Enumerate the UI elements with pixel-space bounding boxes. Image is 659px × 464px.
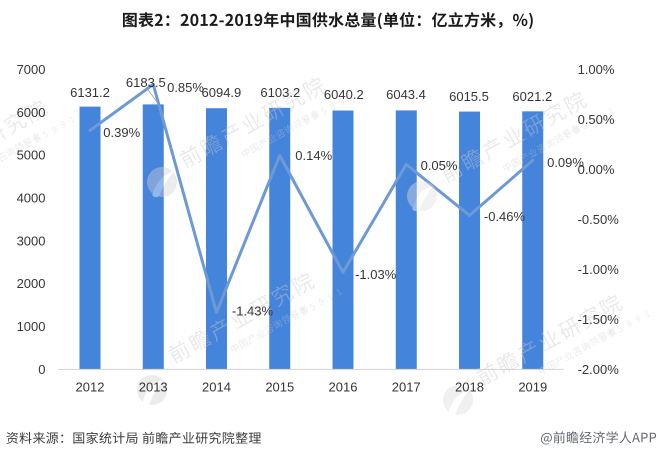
svg-text:6103.2: 6103.2 [260, 85, 300, 100]
svg-text:2019: 2019 [518, 380, 547, 395]
svg-text:0.39%: 0.39% [103, 125, 140, 140]
svg-text:4000: 4000 [17, 191, 46, 206]
svg-text:0.85%: 0.85% [167, 80, 204, 95]
svg-text:-0.50%: -0.50% [578, 212, 620, 227]
svg-text:2015: 2015 [265, 380, 294, 395]
svg-text:2017: 2017 [392, 380, 421, 395]
svg-text:7000: 7000 [17, 62, 46, 77]
svg-text:0.05%: 0.05% [421, 158, 458, 173]
svg-text:3000: 3000 [17, 233, 46, 248]
svg-text:6021.2: 6021.2 [512, 89, 552, 104]
svg-text:2012: 2012 [76, 380, 105, 395]
svg-text:2016: 2016 [329, 380, 358, 395]
svg-text:-1.03%: -1.03% [355, 267, 397, 282]
svg-text:2013: 2013 [139, 380, 168, 395]
svg-text:6000: 6000 [17, 105, 46, 120]
svg-text:-1.00%: -1.00% [578, 262, 620, 277]
svg-text:6043.4: 6043.4 [386, 87, 426, 102]
svg-text:6131.2: 6131.2 [70, 85, 110, 100]
svg-text:0.00%: 0.00% [578, 162, 615, 177]
svg-text:6183.5: 6183.5 [126, 75, 166, 90]
svg-text:2018: 2018 [455, 380, 484, 395]
svg-text:0.14%: 0.14% [295, 148, 332, 163]
svg-text:1.00%: 1.00% [578, 62, 615, 77]
svg-text:-0.46%: -0.46% [484, 209, 526, 224]
svg-text:0.50%: 0.50% [578, 112, 615, 127]
svg-text:6094.9: 6094.9 [202, 85, 242, 100]
svg-text:-1.43%: -1.43% [232, 303, 274, 318]
svg-text:0: 0 [38, 362, 45, 377]
svg-text:-2.00%: -2.00% [578, 362, 620, 377]
svg-text:1000: 1000 [17, 319, 46, 334]
svg-text:6040.2: 6040.2 [324, 87, 364, 102]
svg-text:0.09%: 0.09% [547, 155, 584, 170]
svg-text:6015.5: 6015.5 [449, 89, 489, 104]
svg-text:-1.50%: -1.50% [578, 312, 620, 327]
svg-text:2014: 2014 [202, 380, 231, 395]
svg-text:2000: 2000 [17, 276, 46, 291]
svg-text:5000: 5000 [17, 148, 46, 163]
